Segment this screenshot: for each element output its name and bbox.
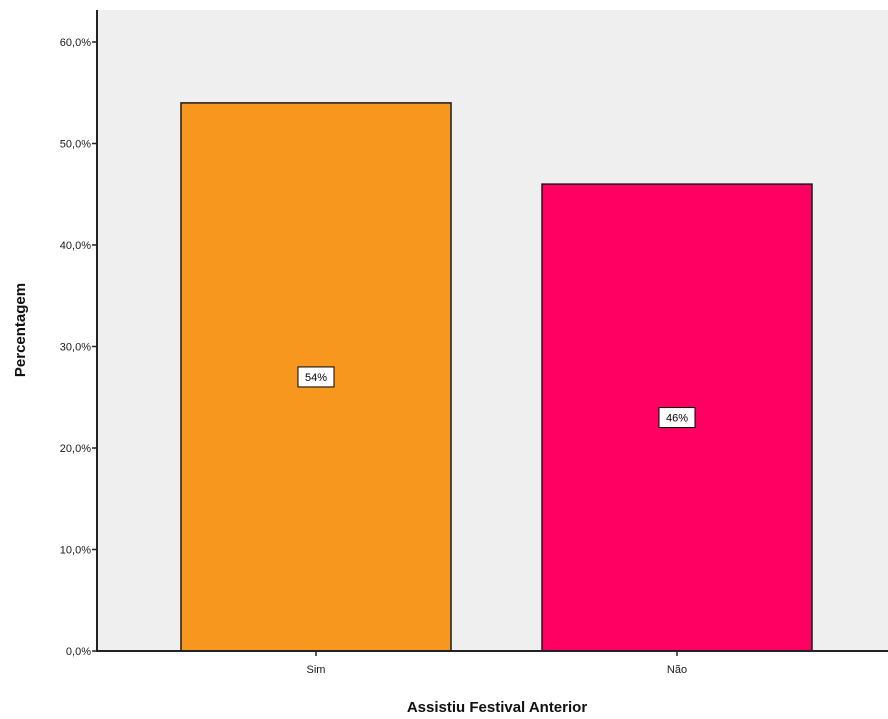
data-label-box bbox=[658, 407, 696, 429]
y-tick-label: 0,0% bbox=[66, 646, 91, 658]
data-label: 54% bbox=[305, 372, 327, 384]
y-tick-label: 10,0% bbox=[60, 545, 91, 557]
x-axis-ticks: Sim Não bbox=[307, 651, 687, 676]
data-label-box bbox=[297, 366, 335, 388]
y-tick-label: 60,0% bbox=[60, 37, 91, 49]
x-axis-title: Assistiu Festival Anterior bbox=[407, 699, 587, 716]
data-label: 46% bbox=[666, 413, 688, 425]
y-tick-label: 50,0% bbox=[60, 139, 91, 151]
y-tick-label: 30,0% bbox=[60, 342, 91, 354]
y-tick-label: 40,0% bbox=[60, 240, 91, 252]
y-tick-label: 20,0% bbox=[60, 443, 91, 455]
y-axis-ticks: 0,0% 10,0% 20,0% 30,0% 40,0% 50,0% 60,0% bbox=[60, 37, 97, 658]
x-tick-label: Não bbox=[667, 664, 687, 676]
data-labels-group: 54% 46% bbox=[297, 366, 696, 429]
y-axis-title: Percentagem bbox=[12, 283, 29, 377]
x-tick-label: Sim bbox=[307, 664, 326, 676]
